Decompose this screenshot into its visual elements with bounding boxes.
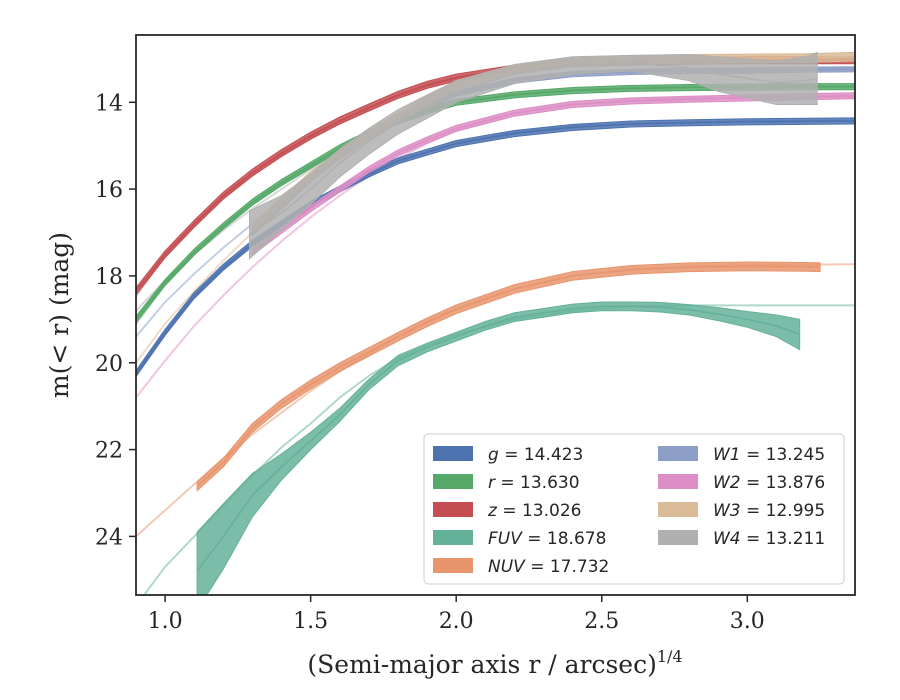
legend-band-name: g bbox=[488, 445, 499, 465]
profile-line-g bbox=[136, 120, 855, 375]
legend-band-value: = 13.026 bbox=[497, 501, 582, 521]
series-layer bbox=[136, 51, 855, 595]
legend-band-value: = 13.211 bbox=[741, 529, 826, 549]
legend-band-name: r bbox=[488, 473, 496, 493]
legend-label: r = 13.630 bbox=[488, 473, 580, 493]
profile-line-w2 bbox=[251, 95, 855, 253]
profile-band-nuv bbox=[196, 261, 821, 492]
legend-swatch bbox=[658, 502, 698, 517]
legend-entry-z: z = 13.026 bbox=[433, 501, 581, 521]
legend-band-value: = 17.732 bbox=[525, 557, 610, 577]
y-tick-label: 22 bbox=[95, 439, 123, 464]
legend-band-value: = 14.423 bbox=[499, 445, 584, 465]
legend-band-name: NUV bbox=[488, 557, 526, 577]
legend-entry-w2: W2 = 13.876 bbox=[658, 473, 825, 493]
legend-swatch bbox=[658, 530, 698, 545]
legend-label: W3 = 12.995 bbox=[713, 501, 825, 521]
profile-band-r bbox=[136, 83, 855, 324]
legend-band-value: = 13.245 bbox=[741, 445, 826, 465]
profile-band-g bbox=[136, 117, 855, 378]
legend-label: W4 = 13.211 bbox=[713, 529, 825, 549]
legend-swatch bbox=[433, 558, 473, 573]
legend-label: W2 = 13.876 bbox=[713, 473, 825, 493]
legend-label: z = 13.026 bbox=[487, 501, 581, 521]
y-tick-label: 18 bbox=[95, 265, 123, 290]
legend-entry-w3: W3 = 12.995 bbox=[658, 501, 825, 521]
legend-label: g = 14.423 bbox=[488, 445, 583, 465]
profile-band-z bbox=[136, 56, 855, 296]
profile-line-w4 bbox=[249, 62, 818, 236]
x-tick-label: 3.0 bbox=[730, 609, 765, 634]
legend-band-value: = 13.876 bbox=[741, 473, 826, 493]
x-tick-label: 1.5 bbox=[293, 609, 328, 634]
y-axis: 14 16 18 20 22 24 bbox=[95, 91, 136, 550]
x-axis-label-exponent: 1/4 bbox=[657, 647, 683, 666]
legend-entry-w1: W1 = 13.245 bbox=[658, 445, 825, 465]
x-tick-label: 1.0 bbox=[148, 609, 183, 634]
legend-entry-fuv: FUV = 18.678 bbox=[433, 529, 606, 549]
legend-band-value: = 18.678 bbox=[522, 529, 607, 549]
y-tick-label: 20 bbox=[95, 352, 123, 377]
plot-frame bbox=[135, 34, 856, 596]
y-axis-label: m(< r) (mag) bbox=[45, 232, 74, 398]
profile-band-w2 bbox=[251, 92, 855, 257]
legend-label: NUV = 17.732 bbox=[488, 557, 609, 577]
profile-band-w4 bbox=[249, 51, 818, 260]
legend-band-name: FUV bbox=[488, 529, 523, 549]
x-axis-label: (Semi-major axis r / arcsec)1/4 bbox=[307, 647, 682, 679]
x-tick-label: 2.5 bbox=[584, 609, 619, 634]
legend-entry-w4: W4 = 13.211 bbox=[658, 529, 825, 549]
legend-swatch bbox=[433, 446, 473, 461]
legend-label: W1 = 13.245 bbox=[713, 445, 825, 465]
legend-band-name: W2 bbox=[713, 473, 741, 493]
y-tick-label: 14 bbox=[95, 91, 123, 116]
profile-line-nuv bbox=[196, 265, 821, 488]
legend-swatch bbox=[433, 474, 473, 489]
legend-band-name: z bbox=[487, 501, 498, 521]
y-tick-label: 16 bbox=[95, 178, 123, 203]
profile-line-fuv bbox=[196, 305, 800, 572]
legend-swatch bbox=[433, 502, 473, 517]
legend-label: FUV = 18.678 bbox=[488, 529, 606, 549]
legend-entry-g: g = 14.423 bbox=[433, 445, 583, 465]
legend-band-name: W4 bbox=[713, 529, 741, 549]
legend-band-name: W1 bbox=[713, 445, 741, 465]
legend-band-name: W3 bbox=[713, 501, 741, 521]
profile-band-fuv bbox=[196, 301, 801, 595]
legend-band-value: = 12.995 bbox=[741, 501, 826, 521]
legend-band-value: = 13.630 bbox=[495, 473, 580, 493]
x-tick-label: 2.0 bbox=[439, 609, 474, 634]
x-axis-label-text: (Semi-major axis r / arcsec) bbox=[307, 650, 656, 679]
x-axis: 1.0 1.5 2.0 2.5 3.0 bbox=[148, 595, 765, 634]
legend-swatch bbox=[658, 446, 698, 461]
legend-swatch bbox=[658, 474, 698, 489]
legend-entry-nuv: NUV = 17.732 bbox=[433, 557, 609, 577]
legend-swatch bbox=[433, 530, 473, 545]
y-tick-label: 24 bbox=[95, 525, 123, 550]
legend-entry-r: r = 13.630 bbox=[433, 473, 580, 493]
legend-frame bbox=[423, 433, 845, 585]
